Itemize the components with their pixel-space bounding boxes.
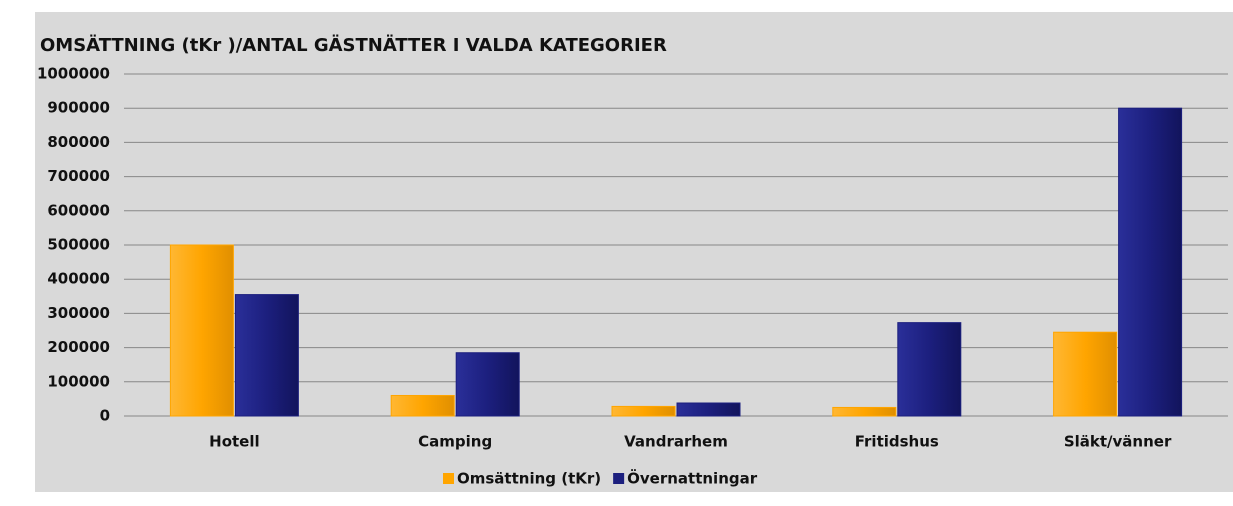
y-tick-label: 700000: [47, 167, 110, 185]
y-tick-label: 100000: [47, 372, 110, 390]
y-tick-label: 900000: [47, 99, 110, 117]
bar: [611, 405, 676, 417]
y-tick-label: 1000000: [37, 65, 110, 83]
y-tick-label: 200000: [47, 338, 110, 356]
legend-label: Övernattningar: [627, 469, 758, 488]
x-tick-label: Camping: [418, 433, 492, 451]
bar: [169, 244, 234, 417]
x-tick-label: Hotell: [209, 433, 260, 451]
y-tick-label: 800000: [47, 133, 110, 151]
x-tick-label: Vandrarhem: [624, 433, 728, 451]
bar: [1118, 107, 1183, 417]
legend-swatch: [443, 473, 454, 484]
y-tick-label: 0: [100, 407, 110, 425]
legend-label: Omsättning (tKr): [457, 470, 601, 488]
legend-swatch: [613, 473, 625, 484]
bar: [832, 406, 897, 417]
y-tick-label: 500000: [47, 236, 110, 254]
bar: [1053, 331, 1118, 417]
bar: [390, 394, 455, 417]
y-tick-label: 400000: [47, 270, 110, 288]
bar: [676, 402, 741, 417]
bar: [234, 294, 299, 417]
y-tick-label: 600000: [47, 201, 110, 219]
x-tick-label: Släkt/vänner: [1064, 433, 1172, 451]
bar: [897, 322, 962, 417]
bar: [455, 352, 520, 417]
x-tick-label: Fritidshus: [855, 433, 939, 451]
y-tick-label: 300000: [47, 304, 110, 322]
chart-title: OMSÄTTNING (tKr )/ANTAL GÄSTNÄTTER I VAL…: [40, 34, 667, 56]
